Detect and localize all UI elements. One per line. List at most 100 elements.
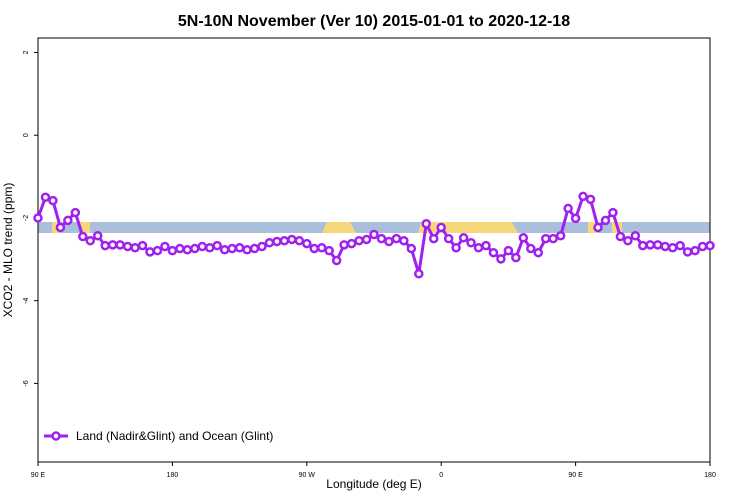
data-point (406, 243, 417, 254)
x-tick-label: 90 E (31, 472, 46, 479)
data-point (175, 243, 185, 254)
data-point (593, 222, 603, 233)
data-point (608, 207, 618, 218)
data-point (354, 235, 364, 246)
y-tick-label: 0 (23, 133, 30, 137)
y-tick-label: -4 (23, 297, 30, 303)
data-point (331, 255, 342, 266)
data-point (697, 241, 708, 252)
data-point (85, 235, 96, 246)
data-point (667, 242, 678, 253)
data-point (585, 194, 596, 205)
data-point (526, 243, 536, 254)
data-point (302, 238, 312, 249)
data-point (563, 203, 573, 214)
data-point (690, 245, 700, 256)
data-point (130, 242, 140, 253)
data-point (488, 247, 499, 258)
data-point (645, 240, 656, 250)
data-point (473, 242, 484, 253)
data-point (630, 230, 641, 241)
data-point (533, 247, 544, 258)
data-point (316, 242, 327, 253)
data-point (137, 240, 148, 251)
data-point (107, 240, 118, 250)
data-point (548, 233, 558, 244)
data-point (466, 238, 476, 248)
data-point (264, 238, 275, 248)
data-point (234, 242, 245, 253)
data-point (227, 243, 237, 254)
data-point (436, 222, 446, 233)
data-point (428, 233, 439, 244)
data-point (204, 242, 215, 253)
data-point (518, 233, 529, 243)
y-tick-label: -6 (23, 380, 30, 386)
data-point (309, 243, 320, 254)
data-point (55, 222, 66, 233)
data-point (197, 241, 208, 252)
data-point (249, 243, 260, 254)
x-tick-label: 90 E (568, 472, 583, 479)
data-point (376, 233, 387, 244)
data-point (257, 241, 267, 252)
ocean-band (38, 222, 710, 233)
data-point (705, 240, 715, 251)
data-point (615, 231, 626, 242)
data-point (451, 242, 461, 253)
data-point (600, 215, 611, 226)
data-point (70, 207, 81, 218)
data-point (324, 245, 334, 256)
data-point (540, 233, 551, 244)
data-point (182, 245, 193, 255)
x-tick-label: 180 (704, 472, 716, 479)
data-point (421, 218, 432, 229)
data-point (287, 234, 297, 245)
data-point (212, 240, 222, 251)
y-tick-label: -2 (23, 215, 30, 221)
data-point (40, 192, 51, 203)
data-point (638, 240, 648, 251)
data-point (481, 240, 491, 251)
data-point (503, 245, 514, 256)
y-axis-label: XCO2 - MLO trend (ppm) (1, 183, 15, 318)
data-point (145, 247, 155, 257)
x-tick-label: 180 (167, 472, 179, 479)
legend-marker (51, 431, 61, 441)
data-point (294, 235, 305, 246)
data-point (33, 213, 43, 223)
y-tick-label: 2 (23, 50, 30, 54)
x-axis-label: Longitude (deg E) (326, 477, 421, 491)
x-tick-label: 90 W (299, 472, 316, 479)
data-point (219, 245, 230, 255)
data-point (272, 236, 282, 247)
data-point (339, 240, 349, 250)
data-point (570, 213, 581, 224)
data-point (78, 231, 88, 242)
data-point (369, 229, 379, 240)
data-point (346, 238, 357, 249)
data-point (167, 245, 178, 256)
data-point (511, 252, 521, 263)
data-point (115, 240, 125, 250)
data-point (578, 191, 588, 202)
land-band (588, 222, 598, 233)
data-point (675, 240, 685, 251)
data-point (555, 230, 566, 241)
data-point (652, 240, 663, 250)
data-point (122, 241, 133, 252)
data-point (160, 241, 170, 252)
land-band (418, 222, 518, 233)
data-point (682, 247, 693, 257)
x-tick-label: 0 (439, 472, 443, 479)
data-point (92, 230, 103, 241)
data-point (63, 215, 73, 226)
data-point (623, 235, 633, 246)
data-point (242, 245, 252, 255)
data-point (361, 234, 372, 245)
data-point (660, 241, 670, 252)
data-point (48, 195, 58, 206)
land-band (80, 222, 90, 233)
land-band (322, 222, 356, 233)
